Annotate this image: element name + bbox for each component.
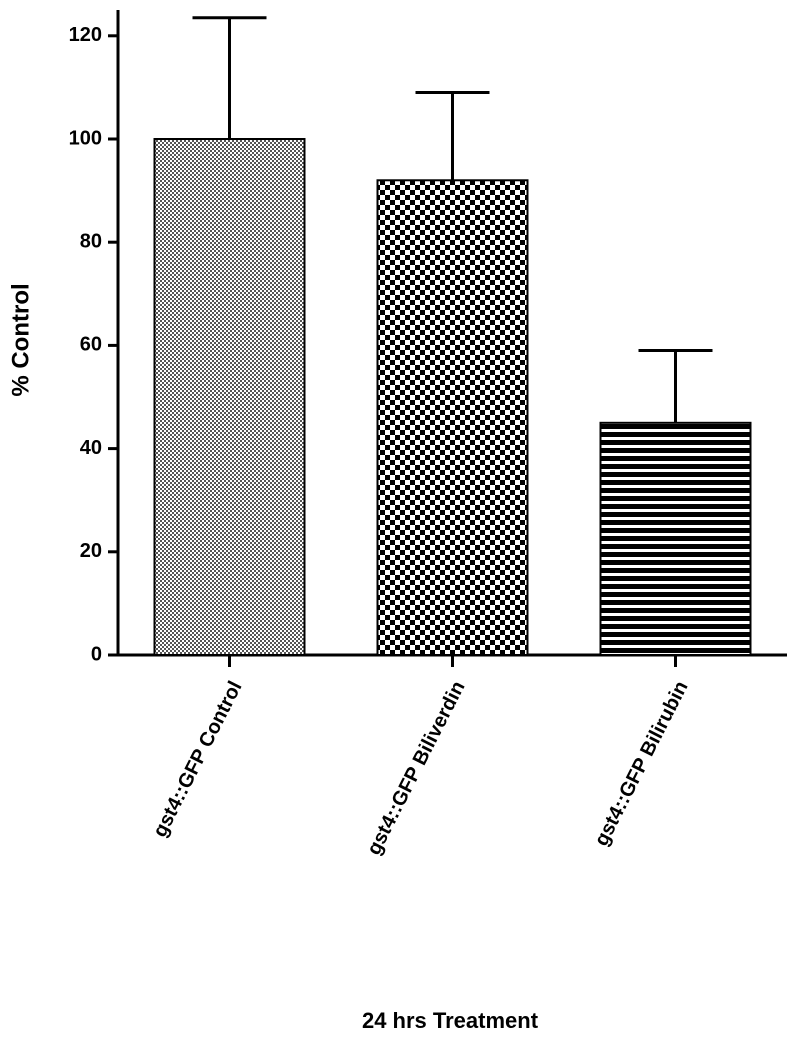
y-tick-label: 60	[80, 334, 102, 356]
y-tick-label: 40	[80, 437, 102, 459]
x-axis-title: 24 hrs Treatment	[362, 1008, 539, 1033]
bar	[153, 138, 306, 656]
y-tick-label: 0	[91, 643, 102, 665]
y-tick-label: 100	[69, 127, 102, 149]
x-tick-label: gst4::GFP Control	[149, 678, 247, 841]
y-tick-label: 80	[80, 230, 102, 252]
y-tick-label: 20	[80, 540, 102, 562]
x-tick-label: gst4::GFP Biliverdin	[363, 678, 470, 859]
bar	[376, 179, 529, 656]
bar	[599, 421, 752, 656]
y-axis-title: % Control	[7, 283, 34, 396]
y-tick-label: 120	[69, 24, 102, 46]
x-tick-label: gst4::GFP Bilirubin	[590, 678, 692, 850]
